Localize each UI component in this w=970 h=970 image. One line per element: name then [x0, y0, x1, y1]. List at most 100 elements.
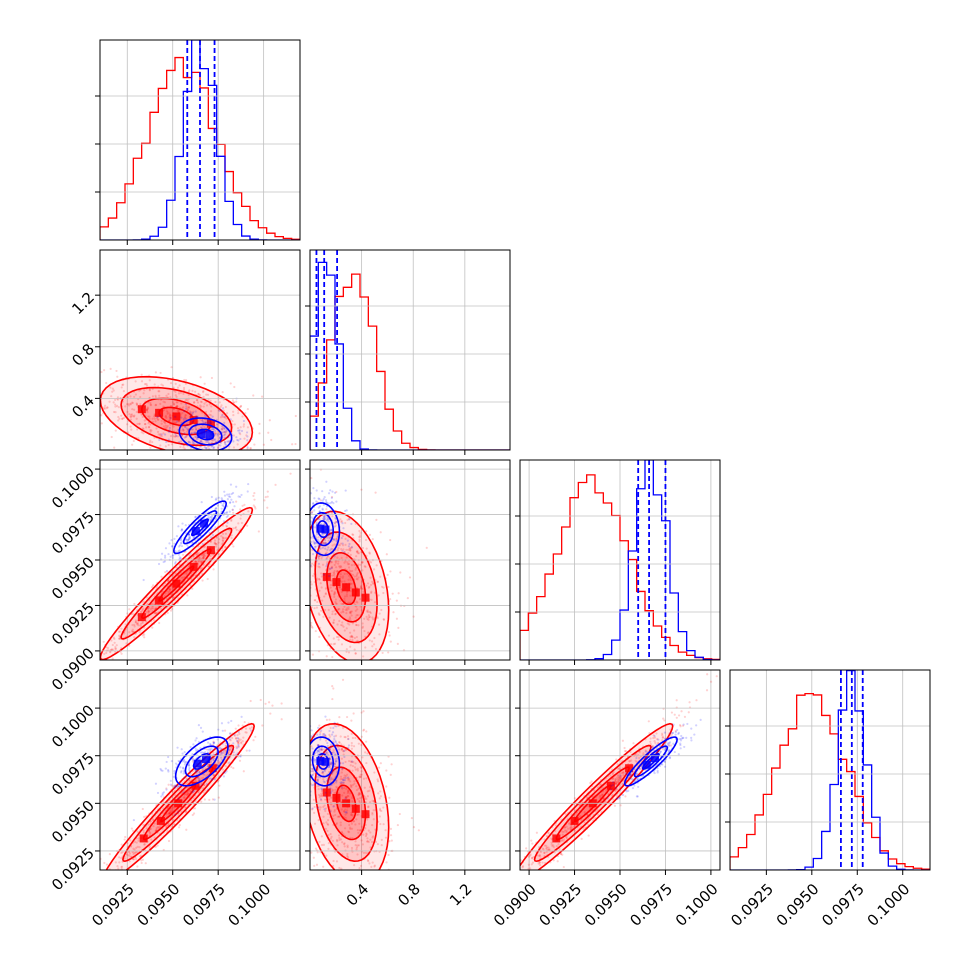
scatter-point-red	[169, 416, 172, 419]
scatter-point-red	[129, 839, 132, 842]
scatter-point-blue	[328, 533, 331, 537]
scatter-point-blue	[187, 538, 190, 541]
scatter-point-red	[177, 826, 181, 829]
scatter-point-blue	[328, 729, 331, 733]
scatter-point-red	[112, 636, 115, 639]
scatter-point-blue	[180, 529, 183, 532]
scatter-point-red	[367, 586, 370, 589]
scatter-point-blue	[234, 757, 237, 760]
scatter-point-blue	[228, 510, 231, 513]
scatter-point-red	[330, 566, 333, 569]
scatter-point-blue	[223, 415, 226, 418]
scatter-point-red	[183, 447, 186, 450]
scatter-point-red	[338, 565, 341, 568]
scatter-point-blue	[318, 544, 321, 547]
contour-blue	[182, 510, 218, 545]
scatter-point-blue	[231, 508, 234, 511]
scatter-point-blue	[219, 775, 222, 778]
scatter-point-blue	[195, 427, 198, 431]
scatter-point-red	[278, 615, 280, 617]
scatter-point-red	[162, 400, 165, 403]
scatter-point-red	[164, 422, 167, 425]
scatter-point-blue	[216, 432, 219, 436]
scatter-point-red	[120, 386, 123, 389]
scatter-point-red	[131, 401, 134, 405]
scatter-point-red	[94, 646, 96, 648]
scatter-point-red	[201, 418, 204, 422]
scatter-point-red	[332, 637, 335, 640]
scatter-point-red	[349, 553, 352, 556]
scatter-point-red	[182, 392, 185, 396]
scatter-point-red	[333, 590, 336, 594]
scatter-point-blue	[193, 443, 196, 446]
scatter-point-red	[425, 546, 428, 549]
scatter-point-blue	[191, 457, 193, 459]
scatter-point-red	[114, 645, 117, 649]
scatter-point-blue	[188, 536, 191, 539]
scatter-point-red	[384, 874, 386, 876]
scatter-point-red	[141, 415, 144, 418]
scatter-point-blue	[332, 726, 335, 730]
scatter-point-blue	[237, 439, 240, 442]
scatter-point-blue	[221, 729, 224, 732]
scatter-point-red	[220, 427, 224, 430]
scatter-point-red	[151, 387, 154, 391]
scatter-point-red	[318, 724, 321, 727]
scatter-point-blue	[307, 508, 309, 510]
scatter-point-red	[110, 871, 112, 873]
scatter-point-red	[96, 673, 98, 675]
density-core-red	[206, 419, 215, 428]
panel-content	[274, 468, 428, 660]
scatter-point-blue	[302, 758, 304, 760]
scatter-point-red	[389, 538, 392, 542]
scatter-point-red	[169, 609, 173, 612]
scatter-point-blue	[347, 746, 350, 749]
scatter-point-red	[122, 383, 125, 386]
scatter-point-red	[220, 535, 223, 538]
scatter-point-red	[253, 498, 256, 501]
scatter-point-blue	[287, 749, 289, 751]
scatter-point-red	[182, 406, 185, 409]
scatter-point-red	[127, 431, 130, 434]
scatter-point-blue	[211, 777, 214, 781]
scatter-point-red	[195, 428, 198, 432]
scatter-point-blue	[230, 472, 232, 474]
scatter-point-blue	[142, 578, 145, 582]
scatter-point-blue	[297, 518, 299, 520]
scatter-point-red	[209, 399, 212, 402]
scatter-point-red	[225, 417, 228, 420]
scatter-point-red	[280, 718, 283, 721]
scatter-point-red	[361, 561, 364, 564]
scatter-point-red	[129, 402, 132, 405]
scatter-point-blue	[239, 437, 242, 441]
scatter-point-red	[48, 727, 50, 729]
scatter-point-blue	[343, 551, 346, 554]
scatter-point-red	[214, 432, 218, 435]
scatter-point-red	[106, 406, 109, 409]
scatter-point-red	[157, 433, 160, 436]
scatter-point-red	[389, 827, 393, 830]
scatter-point-blue	[344, 797, 347, 800]
scatter-point-blue	[307, 771, 309, 773]
scatter-point-blue	[220, 497, 223, 500]
scatter-point-red	[412, 825, 416, 829]
scatter-point-blue	[333, 525, 336, 528]
scatter-point-red	[101, 667, 103, 669]
scatter-point-red	[461, 928, 463, 930]
scatter-point-red	[339, 575, 342, 578]
scatter-point-red	[356, 578, 359, 581]
scatter-point-red	[217, 444, 221, 447]
scatter-point-red	[354, 616, 357, 619]
scatter-point-red	[97, 886, 99, 888]
scatter-point-red	[355, 635, 358, 639]
scatter-point-red	[165, 426, 169, 429]
scatter-point-blue	[246, 435, 249, 438]
scatter-point-blue	[161, 769, 164, 772]
scatter-point-blue	[317, 497, 320, 500]
scatter-point-blue	[347, 737, 350, 741]
scatter-point-blue	[191, 442, 194, 445]
scatter-point-blue	[330, 566, 333, 570]
scatter-point-blue	[228, 738, 231, 741]
scatter-point-blue	[181, 428, 185, 431]
scatter-point-red	[274, 530, 276, 532]
